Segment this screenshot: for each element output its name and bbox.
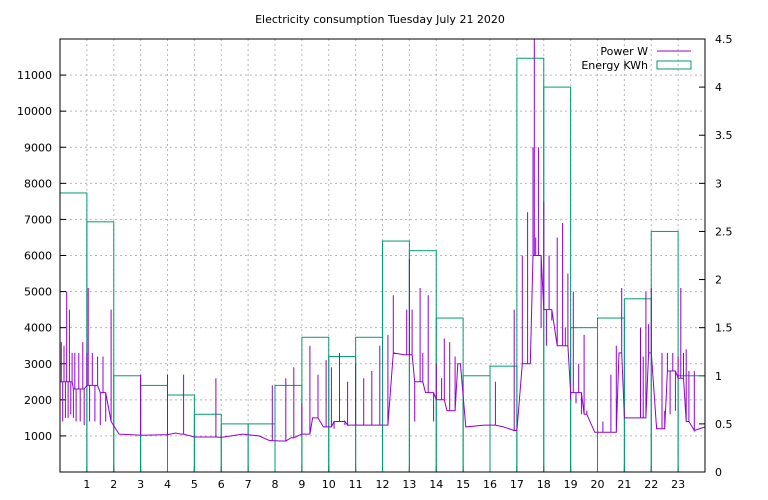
x-tick-label: 9 [298, 478, 305, 491]
y-tick-label: 4000 [24, 322, 52, 335]
energy-bar [274, 384, 303, 473]
energy-bar [220, 423, 249, 473]
x-tick-label: 8 [272, 478, 279, 491]
x-axis-ticks: 1 2 3 4 5 6 7 8 9 10 11 12 13 14 15 16 17 18 19 20 21 22 23 [83, 466, 685, 491]
y-tick-label: 1000 [24, 430, 52, 443]
y2-tick-label: 1.5 [715, 322, 733, 335]
y-tick-label: 6000 [24, 250, 52, 263]
x-tick-label: 6 [218, 478, 225, 491]
y2-tick-label: 2 [715, 274, 722, 287]
y2-tick-label: 3.5 [715, 129, 733, 142]
y2-tick-label: 1 [715, 370, 722, 383]
x-tick-label: 4 [164, 478, 171, 491]
energy-bar [247, 423, 276, 473]
x-tick-label: 23 [671, 478, 685, 491]
x-tick-label: 17 [510, 478, 524, 491]
y2-tick-label: 4 [715, 81, 722, 94]
plot-frame [59, 38, 706, 473]
energy-bar [382, 240, 410, 473]
y-axis-left-ticks: 1000 2000 3000 4000 5000 6000 7000 8000 9000 1000… [17, 69, 66, 443]
x-tick-label: 18 [537, 478, 551, 491]
energy-bar [140, 384, 168, 473]
x-tick-label: 22 [644, 478, 658, 491]
energy-bar [59, 192, 88, 473]
energy-bar [301, 336, 330, 473]
legend-label-power: Power W [600, 45, 648, 58]
x-tick-label: 12 [376, 478, 390, 491]
chart-title: Electricity consumption Tuesday July 21 … [255, 13, 505, 26]
y-tick-label: 11000 [17, 69, 52, 82]
x-tick-label: 14 [429, 478, 443, 491]
energy-bar [462, 375, 491, 473]
y-tick-label: 9000 [24, 141, 52, 154]
energy-bar [86, 221, 115, 473]
energy-bar [113, 375, 142, 473]
x-tick-label: 11 [349, 478, 363, 491]
x-tick-label: 1 [83, 478, 90, 491]
y2-tick-label: 2.5 [715, 225, 733, 238]
x-tick-label: 3 [137, 478, 144, 491]
y2-tick-label: 0 [715, 466, 722, 479]
energy-bar [193, 413, 222, 473]
x-tick-label: 15 [456, 478, 470, 491]
power-line [60, 39, 706, 442]
energy-bar [489, 365, 518, 473]
y-tick-label: 3000 [24, 358, 52, 371]
x-tick-label: 20 [591, 478, 605, 491]
legend: Power W Energy KWh [581, 45, 692, 72]
x-tick-label: 13 [402, 478, 416, 491]
energy-bar [355, 336, 383, 473]
x-tick-label: 5 [191, 478, 198, 491]
energy-bar [516, 57, 545, 473]
y-tick-label: 5000 [24, 286, 52, 299]
y-axis-right-ticks: 0 0.5 1 1.5 2 2.5 3 3.5 4 4.5 [699, 33, 733, 479]
y-tick-label: 8000 [24, 177, 52, 190]
legend-label-energy: Energy KWh [581, 59, 648, 72]
y-tick-label: 2000 [24, 394, 52, 407]
y-tick-label: 10000 [17, 105, 52, 118]
legend-swatch-energy [656, 60, 692, 70]
x-tick-label: 2 [110, 478, 117, 491]
y2-tick-label: 0.5 [715, 418, 733, 431]
x-tick-label: 19 [564, 478, 578, 491]
y2-tick-label: 3 [715, 177, 722, 190]
x-tick-label: 7 [245, 478, 252, 491]
x-tick-label: 10 [322, 478, 336, 491]
energy-bar [328, 356, 357, 473]
y-tick-label: 7000 [24, 213, 52, 226]
x-tick-label: 16 [483, 478, 497, 491]
x-tick-label: 21 [617, 478, 631, 491]
y2-tick-label: 4.5 [715, 33, 733, 46]
